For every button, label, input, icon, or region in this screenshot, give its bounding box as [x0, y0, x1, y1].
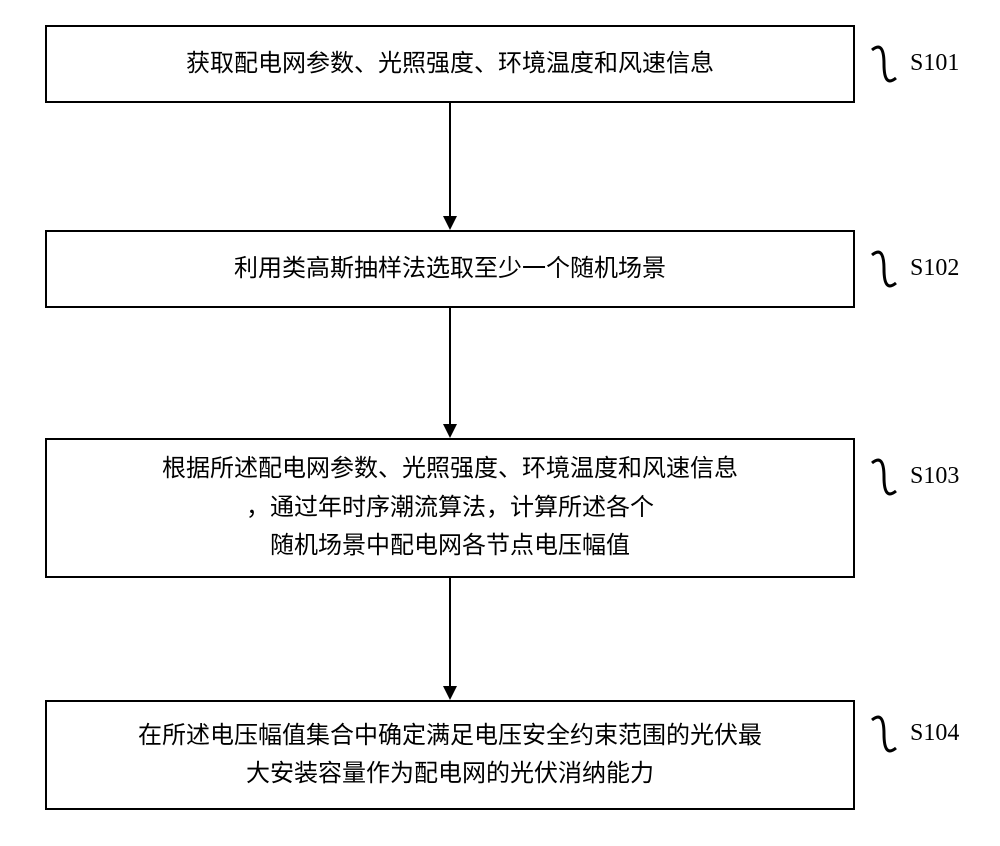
wave-connector-s104 — [868, 714, 898, 754]
arrow-s102-s103 — [440, 308, 460, 438]
step-box-s101: 获取配电网参数、光照强度、环境温度和风速信息 — [45, 25, 855, 103]
wave-connector-s101 — [868, 44, 898, 84]
step-label-s101: S101 — [910, 50, 959, 77]
step-text-s103-line1: 根据所述配电网参数、光照强度、环境温度和风速信息 — [162, 450, 738, 488]
step-text-s104-line2: 大安装容量作为配电网的光伏消纳能力 — [138, 755, 762, 793]
step-text-s102: 利用类高斯抽样法选取至少一个随机场景 — [234, 250, 666, 288]
step-box-s102: 利用类高斯抽样法选取至少一个随机场景 — [45, 230, 855, 308]
wave-connector-s103 — [868, 457, 898, 497]
arrow-s101-s102 — [440, 103, 460, 230]
step-label-s104: S104 — [910, 720, 959, 747]
step-text-s104-line1: 在所述电压幅值集合中确定满足电压安全约束范围的光伏最 — [138, 717, 762, 755]
step-text-s103: 根据所述配电网参数、光照强度、环境温度和风速信息 ，通过年时序潮流算法，计算所述… — [162, 450, 738, 565]
wave-connector-s102 — [868, 249, 898, 289]
step-text-s103-line2: ，通过年时序潮流算法，计算所述各个 — [162, 489, 738, 527]
step-box-s103: 根据所述配电网参数、光照强度、环境温度和风速信息 ，通过年时序潮流算法，计算所述… — [45, 438, 855, 578]
step-label-s102: S102 — [910, 255, 959, 282]
step-box-s104: 在所述电压幅值集合中确定满足电压安全约束范围的光伏最 大安装容量作为配电网的光伏… — [45, 700, 855, 810]
arrow-s103-s104 — [440, 578, 460, 700]
step-text-s101: 获取配电网参数、光照强度、环境温度和风速信息 — [186, 45, 714, 83]
step-label-s103: S103 — [910, 463, 959, 490]
flowchart-container: 获取配电网参数、光照强度、环境温度和风速信息 S101 利用类高斯抽样法选取至少… — [0, 0, 1000, 846]
step-text-s103-line3: 随机场景中配电网各节点电压幅值 — [162, 527, 738, 565]
step-text-s104: 在所述电压幅值集合中确定满足电压安全约束范围的光伏最 大安装容量作为配电网的光伏… — [138, 717, 762, 794]
